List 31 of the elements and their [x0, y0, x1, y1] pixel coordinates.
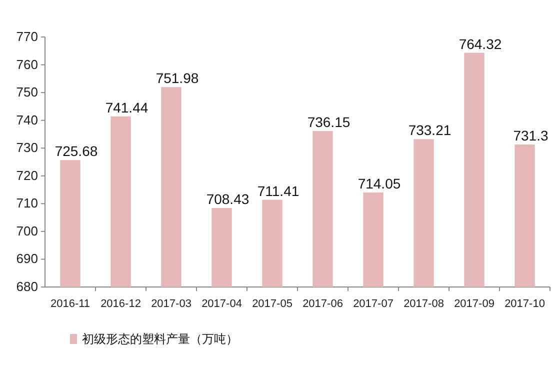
y-tick-label: 770 [16, 29, 38, 44]
y-tick-label: 750 [16, 84, 38, 100]
y-tick-label: 690 [16, 251, 38, 266]
x-tick-label: 2017-03 [151, 298, 192, 310]
y-tick-label: 680 [16, 279, 38, 294]
legend-label: 初级形态的塑料产量（万吨） [82, 332, 238, 346]
x-tick-label: 2017-09 [454, 298, 494, 310]
x-tick-label: 2017-05 [252, 298, 292, 310]
y-tick-label: 720 [16, 168, 38, 183]
data-label: 764.32 [458, 36, 502, 52]
x-tick-label: 2017-06 [302, 298, 343, 310]
data-label: 714.05 [358, 175, 401, 192]
data-label: 741.44 [105, 99, 148, 116]
y-tick-label: 700 [16, 223, 38, 238]
y-tick-label: 710 [16, 196, 38, 211]
x-tick-label: 2017-08 [404, 298, 444, 310]
x-tick-label: 2017-07 [353, 298, 394, 310]
data-label: 708.43 [206, 191, 250, 208]
data-label: 725.68 [54, 143, 98, 160]
data-label: 711.41 [257, 182, 300, 199]
y-tick-label: 760 [16, 56, 38, 72]
x-tick-label: 2016-11 [50, 298, 90, 310]
x-tick-label: 2017-04 [202, 298, 242, 310]
x-tick-label: 2017-10 [504, 298, 545, 310]
data-label: 731.3 [513, 128, 548, 144]
x-tick-label: 2016-12 [100, 298, 141, 310]
data-label: 733.21 [408, 122, 452, 138]
data-label: 736.15 [307, 114, 350, 130]
data-label: 751.98 [156, 70, 199, 86]
y-tick-label: 740 [16, 112, 38, 128]
y-tick-label: 730 [16, 140, 38, 156]
